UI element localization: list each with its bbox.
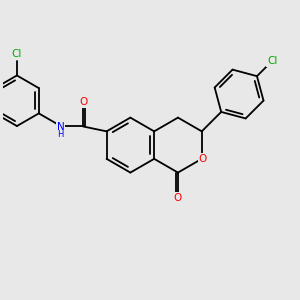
Text: Cl: Cl — [267, 56, 278, 66]
Text: O: O — [199, 154, 207, 164]
Text: O: O — [79, 97, 87, 107]
Text: O: O — [174, 193, 182, 203]
Text: N: N — [57, 122, 64, 132]
Text: H: H — [57, 130, 64, 139]
Text: Cl: Cl — [12, 49, 22, 59]
